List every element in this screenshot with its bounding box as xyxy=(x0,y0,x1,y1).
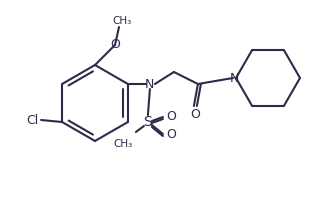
Text: CH₃: CH₃ xyxy=(113,16,132,26)
Text: O: O xyxy=(190,107,200,121)
Text: CH₃: CH₃ xyxy=(113,139,133,149)
Text: N: N xyxy=(229,71,239,85)
Text: N: N xyxy=(145,77,154,91)
Text: S: S xyxy=(144,115,152,129)
Text: O: O xyxy=(110,38,120,52)
Text: O: O xyxy=(166,128,176,140)
Text: Cl: Cl xyxy=(26,113,38,127)
Text: O: O xyxy=(166,110,176,124)
